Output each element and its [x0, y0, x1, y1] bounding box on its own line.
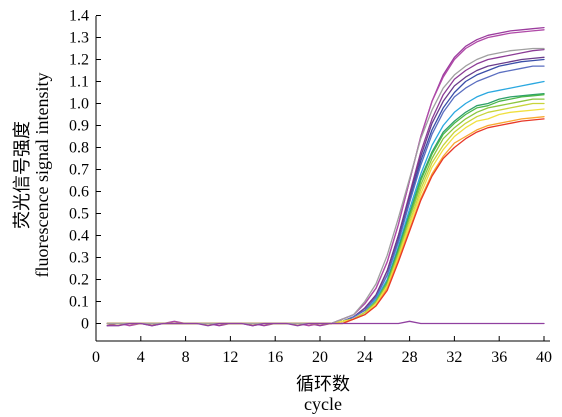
y-tick-label: 0.3 [69, 250, 89, 267]
y-axis-label-cn: 荧光信号强度 [12, 121, 32, 229]
y-ticks: 0 0.1 0.2 0.3 0.4 0.5 0.6 0.7 0.8 0.9 1.0 1.1 1.2 1.3… [69, 8, 101, 333]
series-line-16 [106, 320, 545, 327]
y-tick-label: 0.2 [69, 272, 89, 289]
series-line-12 [106, 108, 545, 325]
axes-group [95, 16, 550, 342]
series-group [106, 26, 545, 327]
series-line-13 [106, 116, 545, 325]
series-line-8 [106, 92, 545, 325]
x-tick-label: 4 [137, 349, 145, 366]
series-line-11 [106, 102, 545, 325]
y-tick-label: 1.1 [69, 74, 89, 91]
y-tick-label: 1.3 [69, 30, 89, 47]
y-tick-label: 0.7 [69, 162, 89, 179]
series-line-1 [106, 26, 545, 327]
y-tick-label: 1.0 [69, 96, 89, 113]
x-tick-label: 24 [357, 349, 373, 366]
x-tick-label: 8 [182, 349, 190, 366]
x-tick-label: 20 [312, 349, 328, 366]
x-tick-label: 28 [402, 349, 418, 366]
series-line-4 [106, 56, 545, 325]
y-tick-label: 0.1 [69, 294, 89, 311]
x-tick-label: 0 [92, 349, 100, 366]
x-ticks: 0 4 8 12 16 20 24 28 32 36 40 [92, 336, 552, 366]
y-tick-label: 0.9 [69, 118, 89, 135]
y-tick-label: 0.8 [69, 140, 89, 157]
x-tick-label: 32 [446, 349, 462, 366]
x-tick-label: 36 [491, 349, 507, 366]
series-line-3 [106, 48, 545, 325]
series-line-14 [106, 118, 545, 325]
series-line-15 [106, 47, 545, 325]
series-line-10 [106, 98, 545, 325]
y-axis-label-en: fluorescence signal intensity [32, 73, 52, 278]
x-axis-label-en: cycle [304, 394, 342, 414]
y-tick-label: 0.4 [69, 228, 89, 245]
y-tick-label: 0.6 [69, 184, 89, 201]
series-line-5 [106, 58, 545, 325]
x-axis-label-cn: 循环数 [296, 374, 350, 394]
x-tick-label: 40 [536, 349, 552, 366]
x-tick-label: 16 [267, 349, 283, 366]
y-tick-label: 0 [81, 316, 89, 333]
y-tick-label: 1.2 [69, 52, 89, 69]
series-line-7 [106, 80, 545, 325]
x-tick-label: 12 [222, 349, 238, 366]
y-tick-label: 1.4 [69, 8, 89, 25]
y-tick-label: 0.5 [69, 206, 89, 223]
